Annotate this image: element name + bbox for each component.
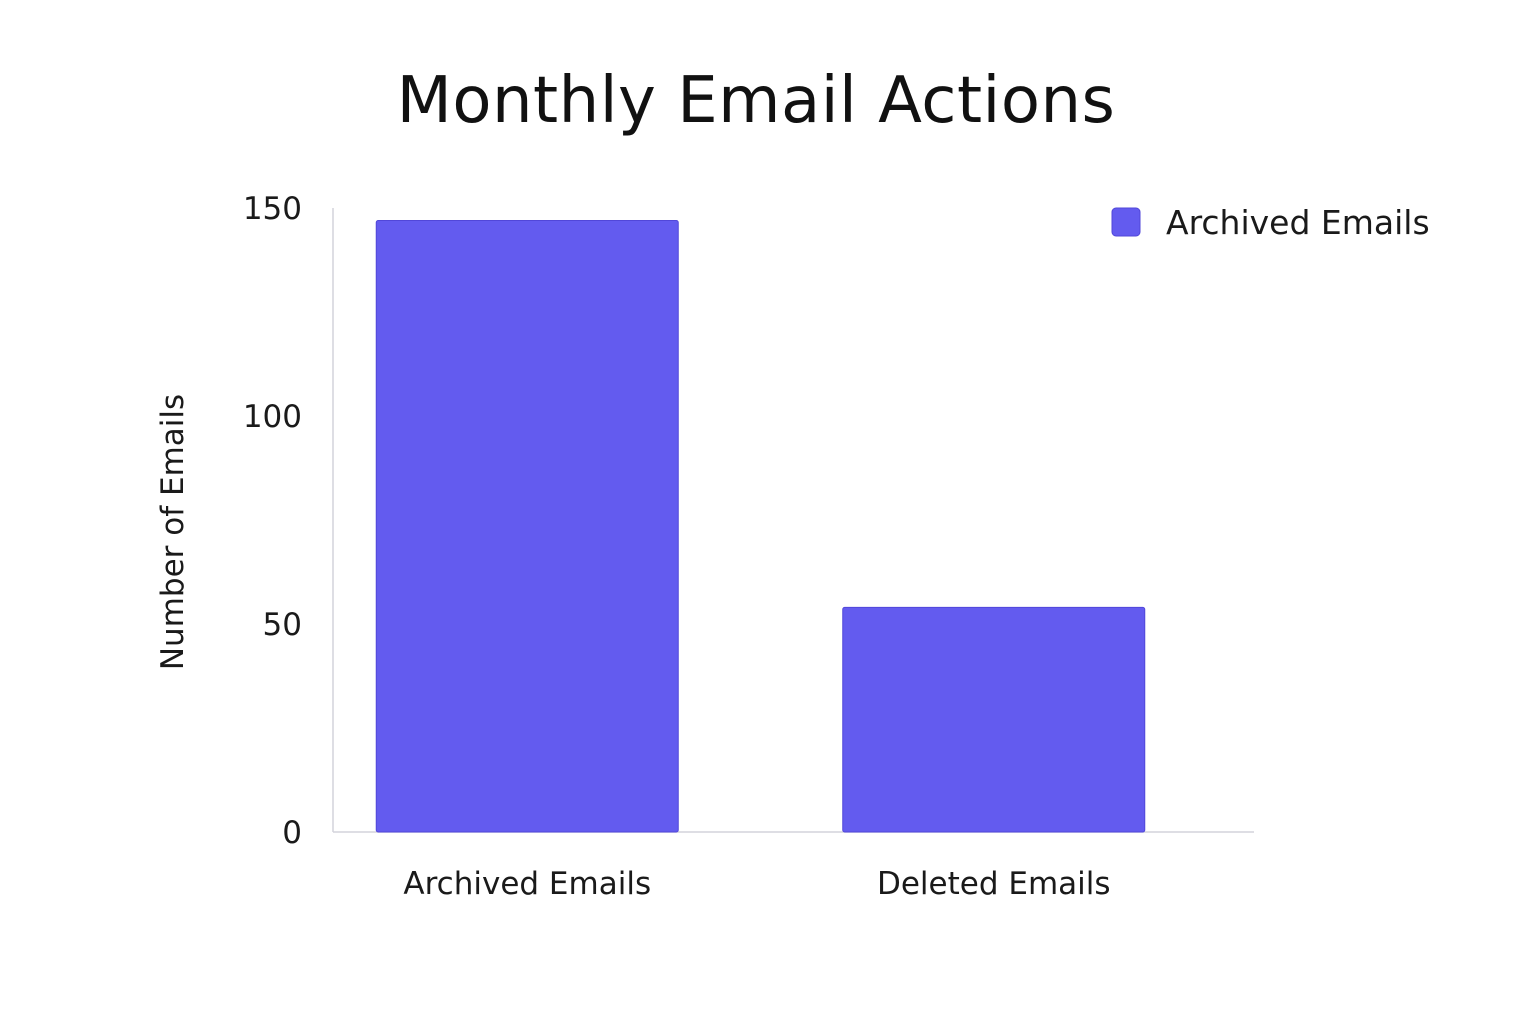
y-axis-label: Number of Emails xyxy=(155,394,191,670)
bar-deleted-emails[interactable] xyxy=(842,606,1146,833)
bars-group xyxy=(375,219,1146,833)
y-tick-label-0: 0 xyxy=(282,815,302,851)
legend-label-archived-emails: Archived Emails xyxy=(1166,203,1430,242)
x-tick-label-archived-emails: Archived Emails xyxy=(403,866,651,902)
legend[interactable]: Archived Emails xyxy=(1111,203,1430,242)
legend-swatch-archived-emails xyxy=(1111,207,1141,237)
y-tick-label-150: 150 xyxy=(243,191,302,227)
y-tick-label-50: 50 xyxy=(263,607,302,643)
y-tick-label-100: 100 xyxy=(243,399,302,435)
chart-title: Monthly Email Actions xyxy=(396,64,1116,138)
x-axis-categories: Archived Emails Deleted Emails xyxy=(403,866,1110,902)
bar-archived-emails[interactable] xyxy=(375,219,679,833)
y-axis-ticks: 0 50 100 150 xyxy=(243,191,302,851)
x-tick-label-deleted-emails: Deleted Emails xyxy=(877,866,1111,902)
